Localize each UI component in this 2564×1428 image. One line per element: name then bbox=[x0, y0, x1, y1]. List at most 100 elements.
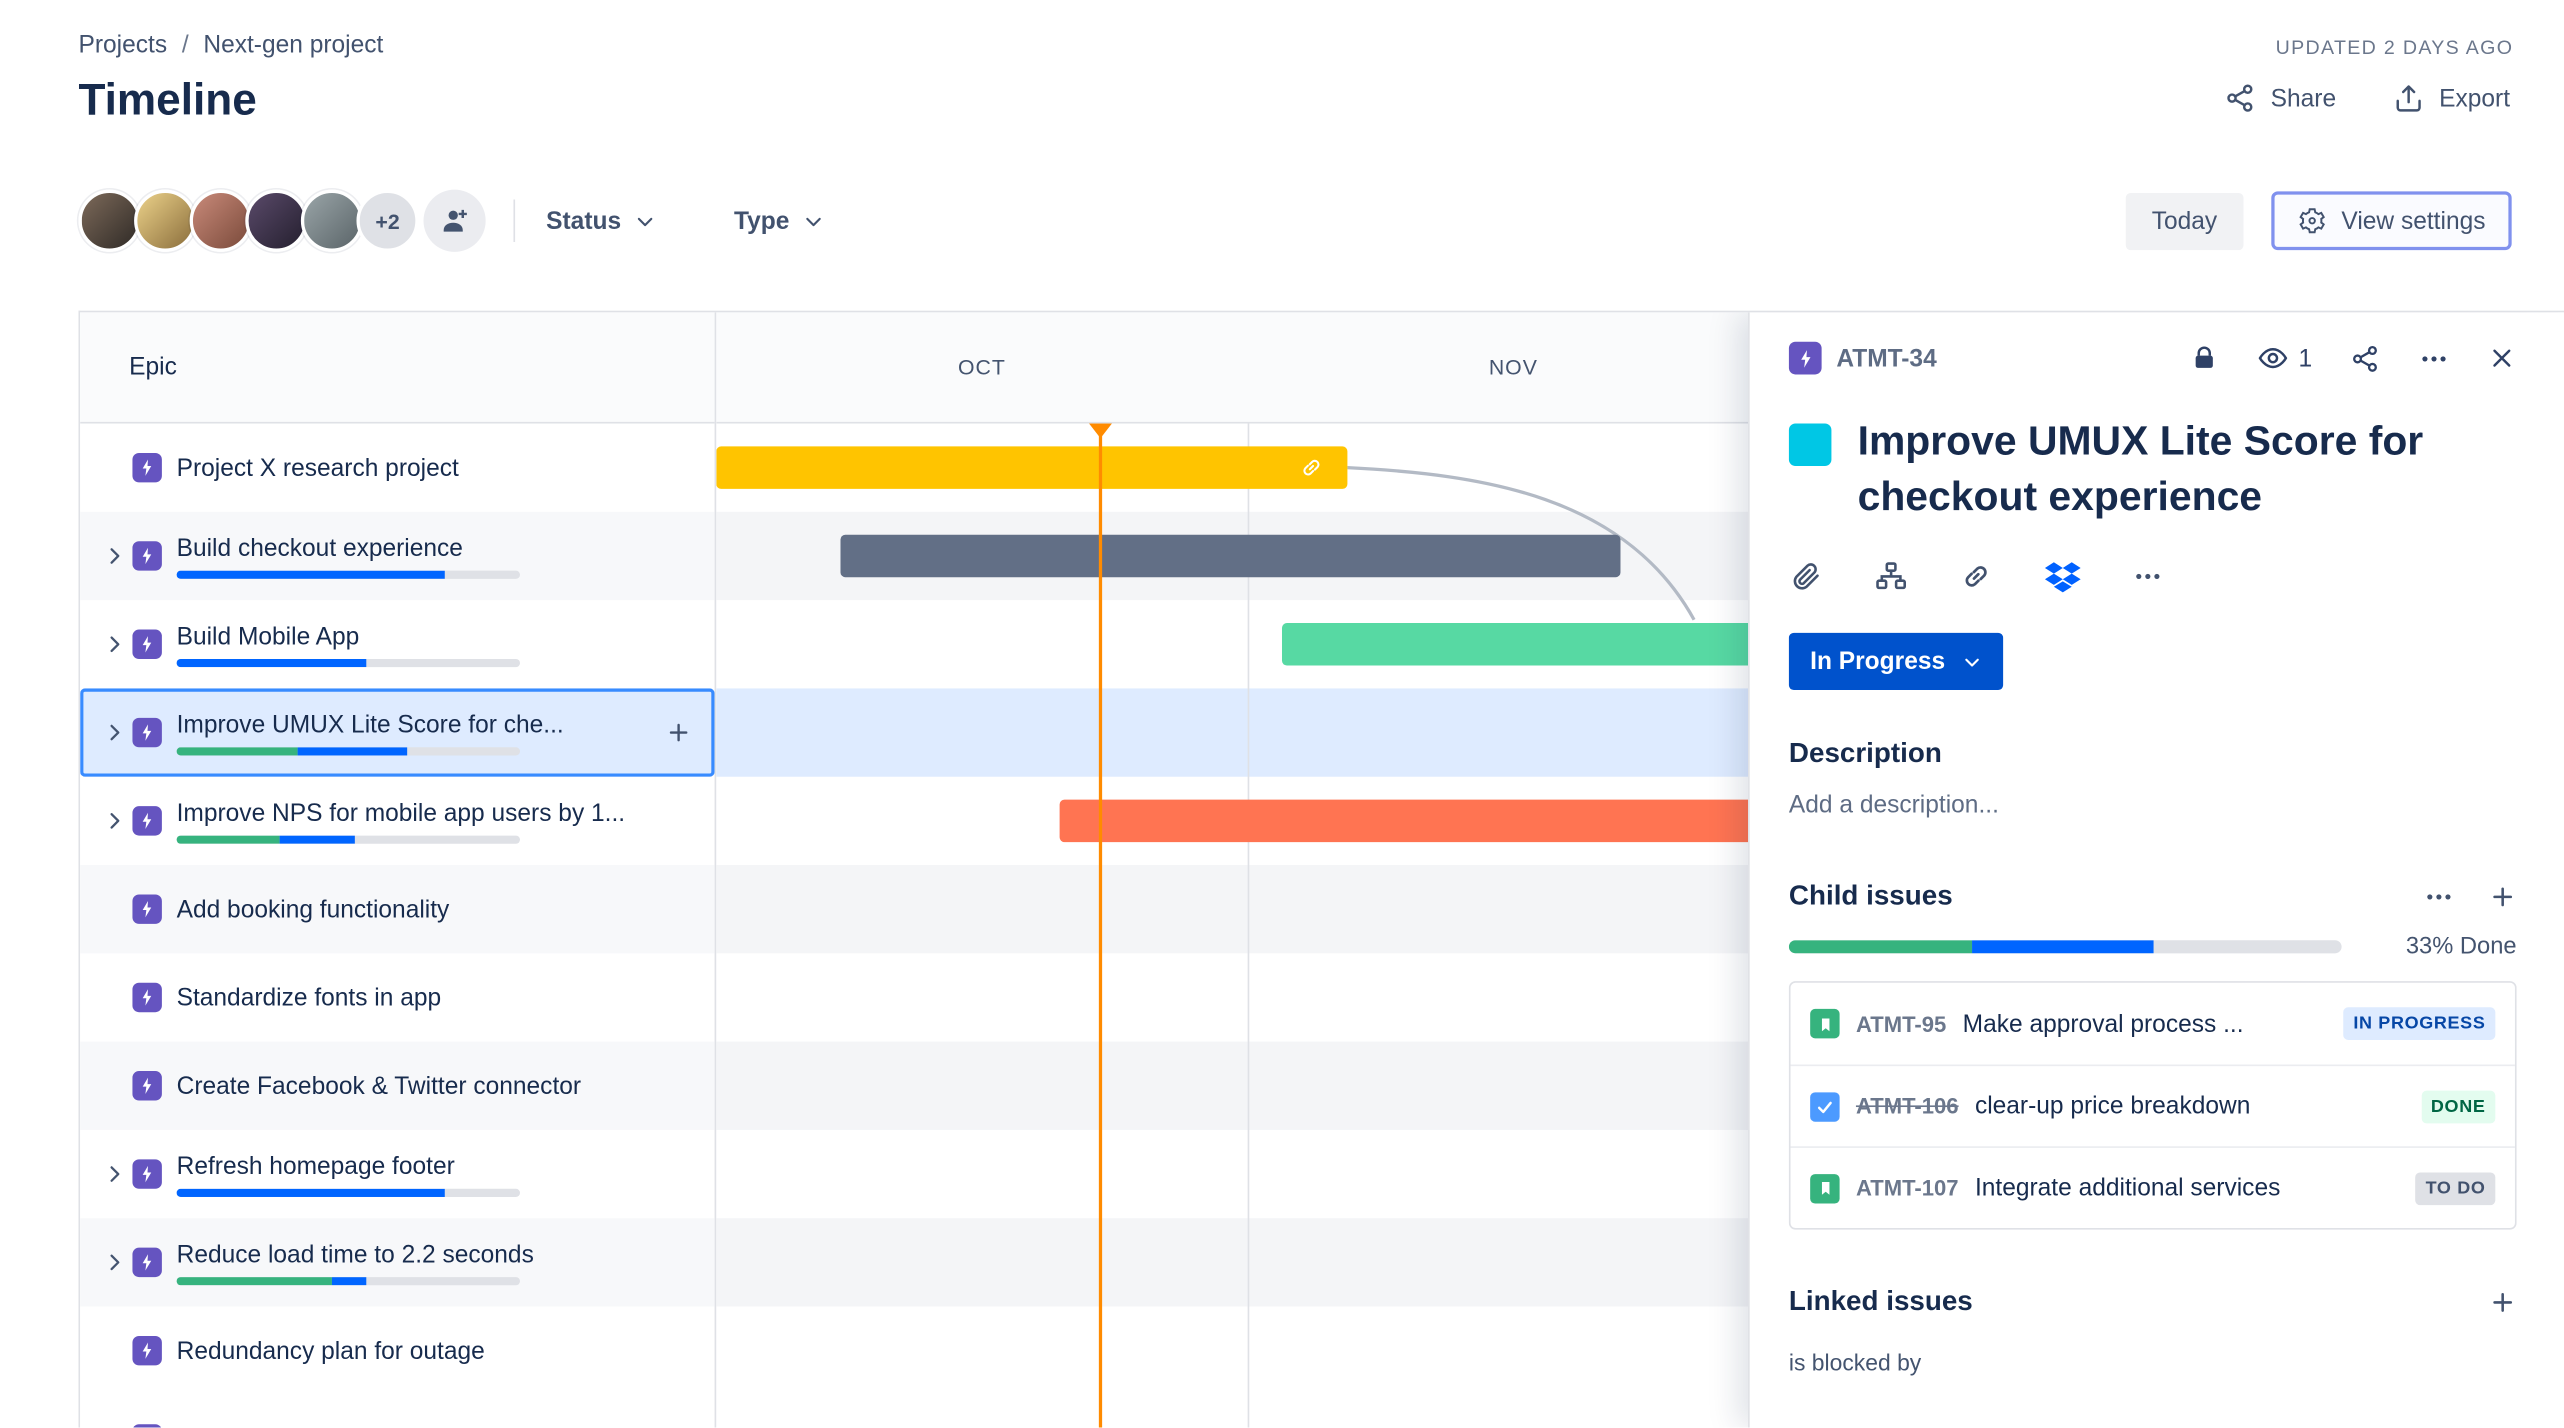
epic-row[interactable]: Add booking functionality bbox=[80, 865, 715, 954]
avatar-overflow-count[interactable]: +2 bbox=[356, 189, 419, 252]
month-label: NOV bbox=[1488, 354, 1538, 380]
more-actions-icon[interactable] bbox=[2132, 561, 2163, 592]
status-badge[interactable]: DONE bbox=[2421, 1089, 2496, 1123]
epic-label: Build Mobile App bbox=[176, 622, 360, 650]
issue-key[interactable]: ATMT-34 bbox=[1836, 344, 1937, 373]
add-child-issue-icon[interactable] bbox=[2489, 881, 2517, 912]
epic-progress-bar bbox=[176, 746, 520, 755]
epic-row[interactable]: Project X research project bbox=[80, 424, 714, 512]
epic-icon bbox=[132, 717, 162, 748]
child-issue-summary[interactable]: Integrate additional services bbox=[1974, 1174, 2281, 1202]
breadcrumb-project-name[interactable]: Next-gen project bbox=[203, 31, 384, 59]
timeline-board: Epic Project X research project Build ch… bbox=[78, 310, 2564, 1428]
epic-icon bbox=[132, 629, 162, 659]
epic-label: Improve NPS for mobile app users by 1... bbox=[176, 798, 626, 827]
epic-label: Redundancy plan for outage bbox=[176, 1336, 485, 1365]
month-label: OCT bbox=[958, 354, 1006, 380]
chevron-down-icon bbox=[634, 210, 655, 231]
epic-icon bbox=[132, 452, 162, 483]
child-issue-summary[interactable]: Make approval process ... bbox=[1962, 1009, 2244, 1038]
epic-icon bbox=[132, 806, 162, 836]
child-issue-row[interactable]: ATMT-95 Make approval process ... IN PRO… bbox=[1791, 983, 2515, 1065]
epic-column: Epic Project X research project Build ch… bbox=[80, 312, 717, 1428]
link-icon[interactable] bbox=[1959, 559, 1993, 593]
lock-icon[interactable] bbox=[2189, 343, 2218, 372]
description-placeholder[interactable]: Add a description... bbox=[1788, 791, 1999, 820]
close-icon[interactable] bbox=[2487, 343, 2516, 372]
header-actions: Share Export bbox=[2223, 82, 2510, 115]
attachment-icon[interactable] bbox=[1789, 559, 1823, 593]
timeline-bar-build-checkout[interactable] bbox=[840, 534, 1621, 578]
child-issue-summary[interactable]: clear-up price breakdown bbox=[1974, 1092, 2251, 1121]
status-dropdown[interactable]: In Progress bbox=[1788, 632, 2003, 691]
breadcrumb-projects[interactable]: Projects bbox=[78, 31, 168, 59]
chevron-right-icon[interactable] bbox=[96, 1156, 132, 1192]
timeline-bar-project-x[interactable] bbox=[716, 446, 1348, 489]
issue-title[interactable]: Improve UMUX Lite Score for checkout exp… bbox=[1857, 418, 2424, 520]
add-linked-issue-icon[interactable] bbox=[2489, 1288, 2517, 1316]
epic-row[interactable]: Redundancy plan for outage bbox=[80, 1307, 714, 1395]
epic-row[interactable]: Create Facebook & Twitter connector bbox=[80, 1041, 715, 1130]
avatar[interactable] bbox=[78, 189, 141, 252]
epic-progress-bar bbox=[176, 658, 520, 667]
type-filter-dropdown[interactable]: Type bbox=[734, 207, 824, 235]
export-button[interactable]: Export bbox=[2392, 82, 2510, 115]
view-settings-label: View settings bbox=[2341, 206, 2486, 235]
child-issue-key[interactable]: ATMT-95 bbox=[1855, 1011, 1947, 1036]
epic-row[interactable]: Reduce load time to 2.2 seconds bbox=[80, 1218, 715, 1307]
child-issue-key[interactable]: ATMT-106 bbox=[1855, 1093, 1959, 1119]
child-issue-row[interactable]: ATMT-106 clear-up price breakdown DONE bbox=[1790, 1064, 2515, 1147]
story-icon bbox=[1810, 1008, 1840, 1039]
epic-row[interactable]: Standardize fonts in app bbox=[80, 953, 714, 1041]
epic-row-selected[interactable]: Improve UMUX Lite Score for che... bbox=[80, 688, 715, 777]
avatar[interactable] bbox=[134, 189, 197, 252]
today-button[interactable]: Today bbox=[2125, 192, 2244, 250]
epic-row[interactable]: Improve NPS for mobile app users by 1... bbox=[80, 777, 714, 865]
more-actions-icon[interactable] bbox=[2423, 881, 2454, 912]
chevron-right-icon[interactable] bbox=[96, 626, 132, 662]
child-issue-row[interactable]: ATMT-107 Integrate additional services T… bbox=[1790, 1146, 2515, 1228]
add-child-issue-button[interactable] bbox=[659, 713, 698, 752]
status-badge[interactable]: TO DO bbox=[2415, 1171, 2496, 1205]
epic-progress-bar bbox=[176, 1187, 520, 1197]
watchers-count: 1 bbox=[2298, 344, 2313, 373]
dropbox-icon[interactable] bbox=[2044, 558, 2082, 596]
child-issue-key[interactable]: ATMT-107 bbox=[1855, 1175, 1959, 1201]
today-marker-triangle bbox=[1089, 423, 1112, 439]
epic-icon bbox=[132, 1247, 162, 1278]
epic-row[interactable]: Refresh homepage footer bbox=[80, 1130, 714, 1218]
watchers-button[interactable]: 1 bbox=[2256, 342, 2312, 375]
epic-progress-bar bbox=[176, 834, 520, 843]
child-issues-heading: Child issues bbox=[1788, 879, 1953, 911]
breadcrumb: Projects / Next-gen project bbox=[78, 31, 383, 59]
chevron-right-icon[interactable] bbox=[96, 715, 132, 751]
share-icon[interactable] bbox=[2350, 343, 2381, 374]
share-button[interactable]: Share bbox=[2223, 82, 2336, 115]
status-filter-dropdown[interactable]: Status bbox=[546, 207, 655, 235]
timeline-bar-build-mobile-app[interactable] bbox=[1281, 623, 1773, 666]
avatar[interactable] bbox=[189, 189, 252, 252]
export-icon bbox=[2392, 82, 2425, 115]
epic-row[interactable]: Build Mobile App bbox=[80, 600, 714, 688]
epic-label: Refresh homepage footer bbox=[176, 1151, 455, 1180]
add-person-button[interactable] bbox=[423, 189, 486, 252]
link-icon[interactable] bbox=[1298, 455, 1324, 481]
avatar[interactable] bbox=[245, 189, 308, 252]
toolbar: +2 Status Type Today View set bbox=[78, 185, 2512, 257]
avatar[interactable] bbox=[300, 189, 364, 252]
epic-row[interactable]: Build checkout experience bbox=[80, 511, 715, 601]
epic-label: Project X research project bbox=[176, 453, 459, 482]
epic-icon bbox=[132, 541, 162, 571]
epic-row[interactable]: New epic bbox=[80, 1395, 714, 1428]
status-badge[interactable]: IN PROGRESS bbox=[2343, 1007, 2496, 1040]
eye-icon bbox=[2256, 342, 2289, 375]
timeline-bar-improve-nps[interactable] bbox=[1059, 799, 1773, 843]
epic-icon bbox=[132, 894, 162, 924]
view-settings-button[interactable]: View settings bbox=[2271, 191, 2512, 251]
hierarchy-icon[interactable] bbox=[1874, 559, 1908, 593]
more-actions-icon[interactable] bbox=[2418, 343, 2449, 374]
chevron-right-icon[interactable] bbox=[96, 538, 132, 574]
chevron-right-icon[interactable] bbox=[96, 1244, 132, 1280]
epic-label: Build checkout experience bbox=[176, 533, 463, 562]
chevron-right-icon[interactable] bbox=[96, 803, 132, 839]
